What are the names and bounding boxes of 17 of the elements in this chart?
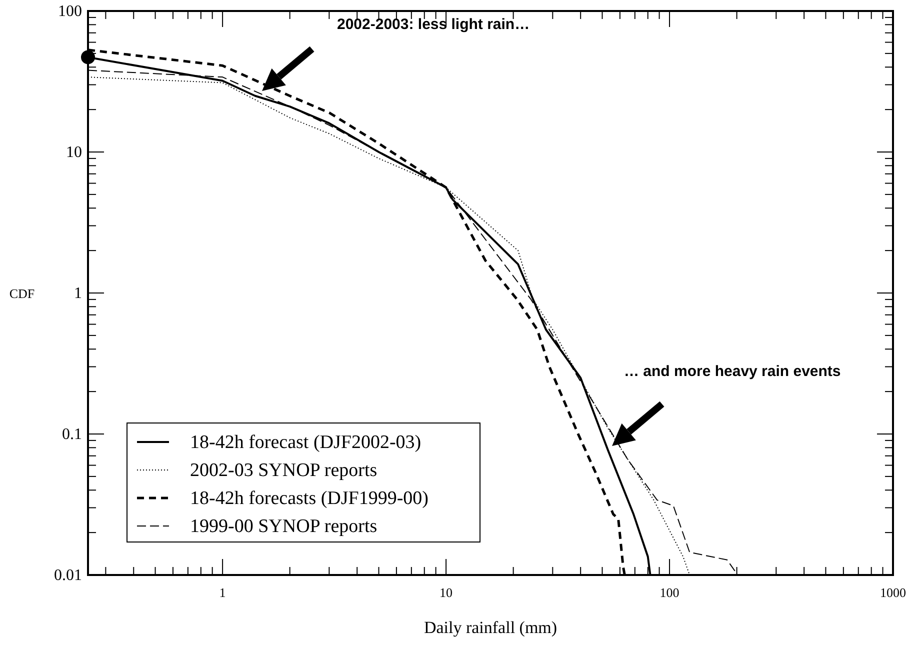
y-tick-label: 0.1 [62, 426, 82, 443]
y-tick-label: 100 [58, 3, 82, 20]
legend-label: 18-42h forecast (DJF2002-03) [190, 432, 422, 453]
x-tick-label: 1 [219, 585, 226, 600]
legend-label: 2002-03 SYNOP reports [190, 460, 378, 481]
y-tick-label: 1 [74, 285, 82, 302]
y-tick-label: 10 [66, 144, 82, 161]
x-tick-label: 10 [440, 585, 453, 600]
x-tick-label: 100 [660, 585, 680, 600]
x-axis-title: Daily rainfall (mm) [424, 618, 558, 637]
legend-label: 1999-00 SYNOP reports [190, 516, 378, 537]
legend-label: 18-42h forecasts (DJF1999-00) [190, 488, 429, 509]
annotation: 2002-2003: less light rain… [337, 16, 530, 33]
y-axis-title: CDF [9, 286, 35, 301]
annotation: … and more heavy rain events [624, 363, 841, 380]
y-tick-label: 0.01 [54, 567, 82, 584]
x-tick-label: 1000 [880, 585, 906, 600]
